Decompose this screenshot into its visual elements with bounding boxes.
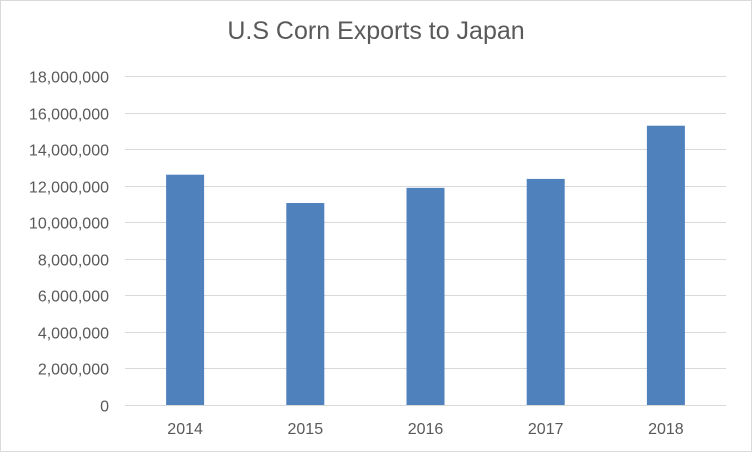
x-tick-label: 2017 [528, 421, 564, 438]
bar-2016 [406, 187, 445, 405]
y-axis-ticks: 0 2,000,000 4,000,000 6,000,000 8,000,000 10,… [29, 70, 109, 416]
y-tick-label: 16,000,000 [29, 107, 109, 124]
y-tick-label: 4,000,000 [38, 326, 109, 343]
bar-2017 [526, 178, 565, 405]
y-tick-label: 8,000,000 [38, 253, 109, 270]
bars [166, 125, 685, 406]
y-tick-label: 18,000,000 [29, 70, 109, 87]
x-tick-label: 2015 [288, 421, 324, 438]
y-tick-label: 2,000,000 [38, 362, 109, 379]
x-tick-label: 2014 [167, 421, 203, 438]
y-tick-label: 14,000,000 [29, 143, 109, 160]
y-tick-label: 6,000,000 [38, 289, 109, 306]
bar-2018 [646, 125, 685, 406]
y-tick-label: 12,000,000 [29, 180, 109, 197]
bar-2014 [166, 174, 205, 405]
y-tick-label: 0 [100, 399, 109, 416]
x-axis-ticks: 2014 2015 2016 2017 2018 [167, 421, 683, 438]
x-tick-label: 2016 [408, 421, 444, 438]
chart-title: U.S Corn Exports to Japan [227, 17, 525, 45]
bar-2015 [286, 203, 325, 405]
y-tick-label: 10,000,000 [29, 216, 109, 233]
x-tick-label: 2018 [648, 421, 684, 438]
